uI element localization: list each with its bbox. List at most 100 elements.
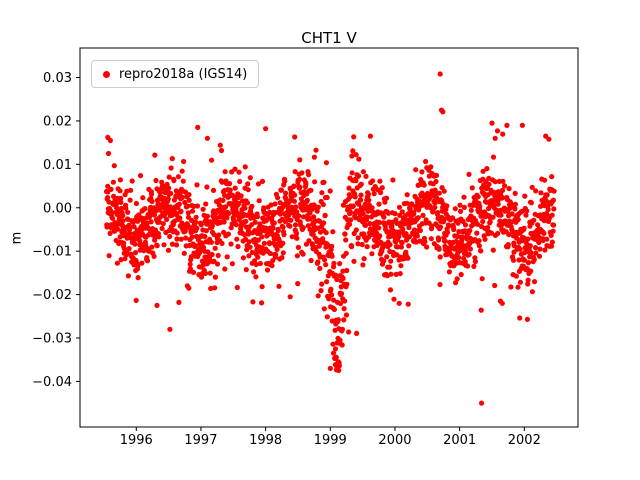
scatter-point <box>123 205 129 211</box>
scatter-point <box>282 178 288 184</box>
scatter-point <box>189 208 196 214</box>
scatter-point <box>165 196 171 202</box>
scatter-point <box>514 235 520 241</box>
scatter-point <box>169 241 176 247</box>
scatter-point <box>176 201 182 207</box>
scatter-point <box>479 400 485 406</box>
scatter-point <box>313 147 319 153</box>
scatter-point <box>387 242 393 248</box>
scatter-point <box>457 208 464 214</box>
scatter-point <box>154 243 160 249</box>
scatter-point <box>549 212 555 218</box>
scatter-point <box>255 237 261 243</box>
scatter-point <box>164 216 170 223</box>
scatter-point <box>243 218 249 224</box>
scatter-point <box>550 228 556 234</box>
scatter-point <box>179 194 185 200</box>
scatter-point <box>437 224 444 230</box>
scatter-point <box>342 298 348 304</box>
scatter-point <box>319 281 325 287</box>
scatter-point <box>120 213 126 219</box>
scatter-point <box>326 296 332 302</box>
scatter-point <box>393 271 399 277</box>
scatter-point <box>355 235 361 241</box>
scatter-point <box>234 284 240 291</box>
scatter-point <box>376 201 382 207</box>
scatter-point <box>474 230 480 236</box>
scatter-point <box>480 218 486 225</box>
scatter-point <box>306 238 312 244</box>
scatter-point <box>522 193 528 199</box>
scatter-point <box>104 195 111 201</box>
scatter-point <box>350 148 356 154</box>
scatter-point <box>309 206 315 212</box>
scatter-point <box>232 185 238 191</box>
scatter-point <box>433 178 439 185</box>
scatter-point <box>254 214 260 220</box>
scatter-point <box>353 178 359 184</box>
scatter-point <box>186 197 192 203</box>
scatter-point <box>194 225 200 231</box>
scatter-point <box>542 247 548 253</box>
scatter-point <box>140 195 146 201</box>
scatter-point <box>385 210 391 216</box>
scatter-point <box>378 189 384 196</box>
scatter-point <box>457 202 463 208</box>
scatter-point <box>527 254 533 260</box>
scatter-point <box>377 178 383 184</box>
scatter-point <box>226 210 232 216</box>
scatter-point <box>337 300 344 307</box>
scatter-point <box>127 230 133 236</box>
scatter-point <box>337 261 343 267</box>
y-tick-label: −0.04 <box>32 375 72 390</box>
scatter-point <box>272 201 278 207</box>
scatter-point <box>152 152 158 158</box>
scatter-point <box>294 209 300 215</box>
scatter-point <box>328 286 334 292</box>
scatter-point <box>533 250 539 256</box>
scatter-point <box>444 203 450 209</box>
scatter-point <box>491 202 497 209</box>
scatter-point <box>156 234 162 240</box>
scatter-point <box>108 186 114 192</box>
scatter-point <box>510 257 517 263</box>
scatter-point <box>114 260 120 266</box>
scatter-point <box>527 243 533 249</box>
scatter-point <box>458 271 464 278</box>
scatter-point <box>528 200 535 206</box>
scatter-point <box>149 198 155 205</box>
scatter-point <box>203 201 209 207</box>
scatter-point <box>512 206 518 212</box>
scatter-point <box>535 222 541 228</box>
scatter-point <box>118 205 124 211</box>
scatter-point <box>320 201 326 208</box>
scatter-point <box>280 224 286 230</box>
scatter-point <box>349 153 355 159</box>
scatter-point <box>461 194 467 200</box>
scatter-point <box>157 190 163 196</box>
scatter-point <box>259 284 265 290</box>
scatter-point <box>388 258 394 264</box>
scatter-point <box>462 222 469 228</box>
axes-spines <box>79 47 579 428</box>
scatter-point <box>166 174 172 180</box>
scatter-point <box>190 269 197 275</box>
scatter-point <box>338 291 345 297</box>
scatter-point <box>533 188 539 194</box>
scatter-point <box>406 234 412 240</box>
scatter-point <box>178 236 184 242</box>
scatter-point <box>185 210 191 216</box>
scatter-point <box>181 158 187 165</box>
scatter-point <box>273 251 279 258</box>
scatter-point <box>225 231 231 237</box>
scatter-point <box>263 126 269 132</box>
scatter-point <box>343 250 349 256</box>
scatter-point <box>382 199 388 205</box>
scatter-point <box>269 231 275 237</box>
scatter-point <box>349 170 355 176</box>
scatter-point <box>343 312 349 318</box>
y-tick-label: 0.01 <box>43 158 72 173</box>
scatter-point <box>548 232 554 238</box>
scatter-point <box>107 230 113 236</box>
scatter-point <box>409 201 415 207</box>
